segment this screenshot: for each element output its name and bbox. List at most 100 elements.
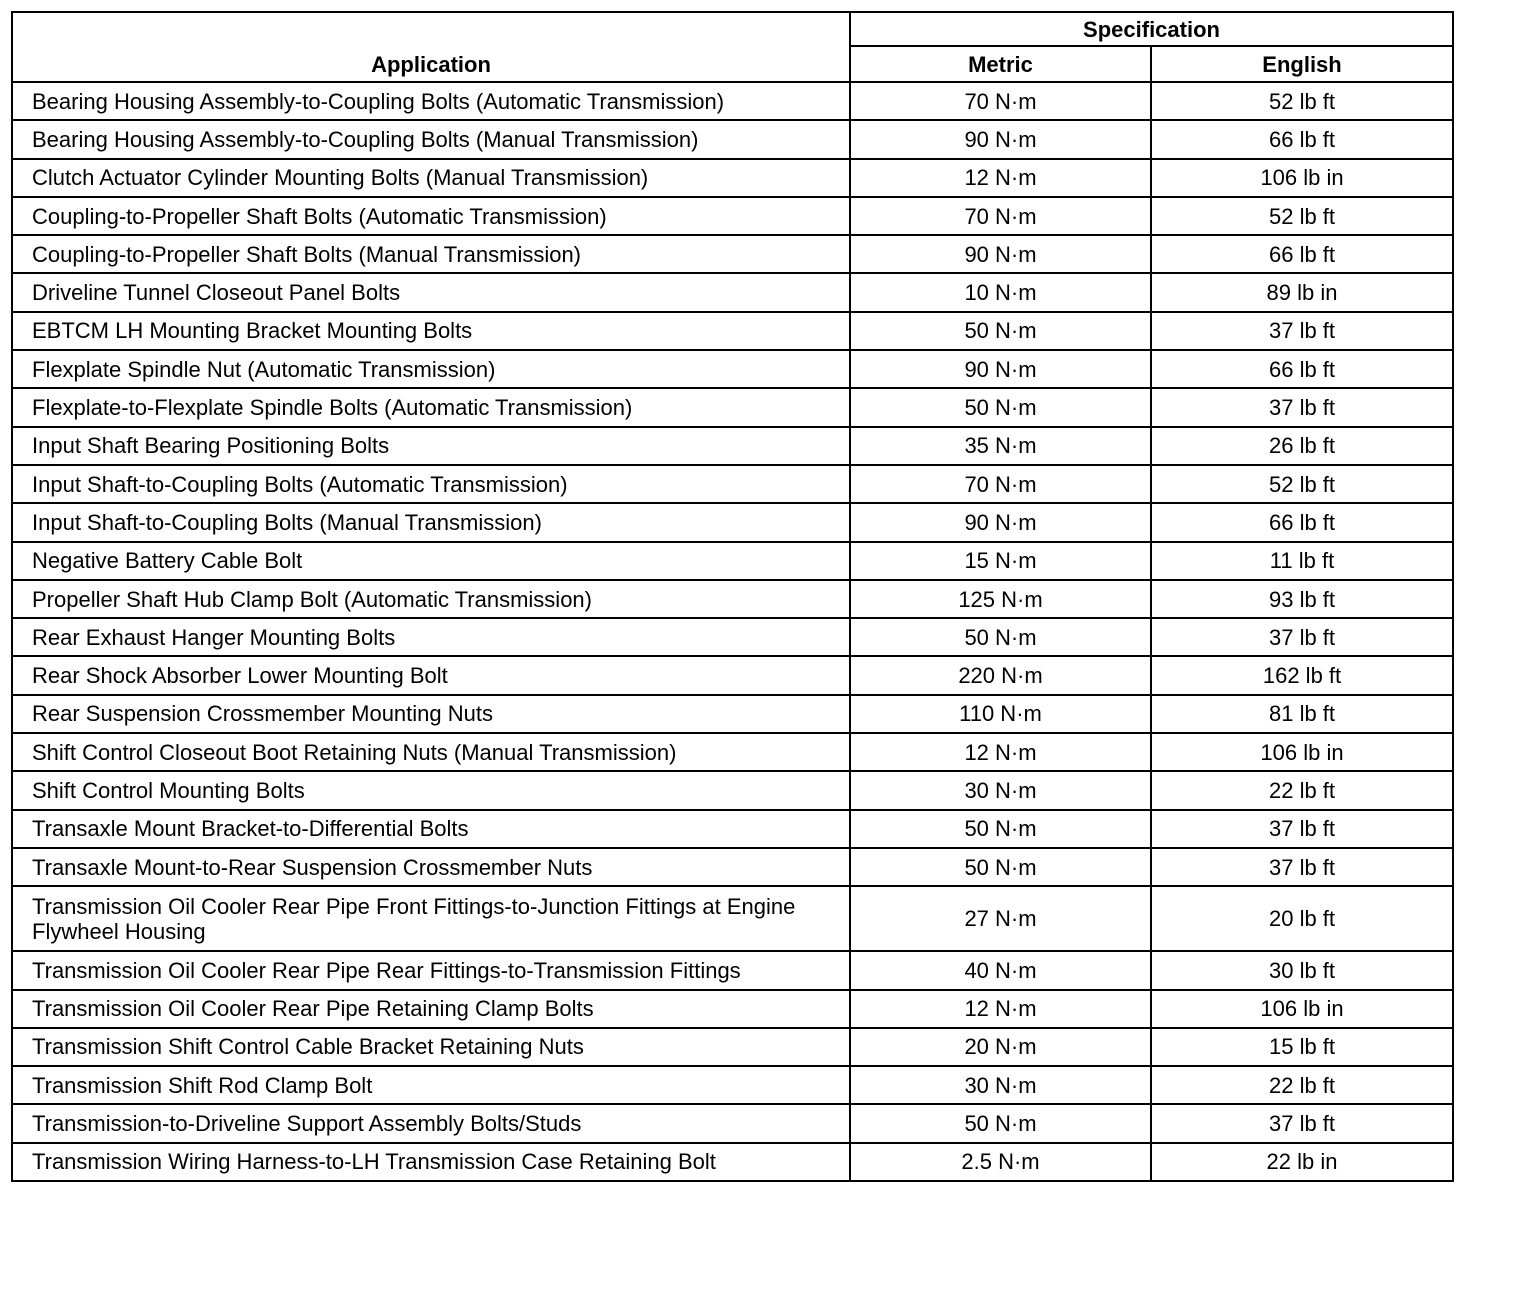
table-row: Input Shaft-to-Coupling Bolts (Manual Tr… [11, 502, 1455, 543]
table-row: Flexplate-to-Flexplate Spindle Bolts (Au… [11, 387, 1455, 428]
header-metric: Metric [849, 45, 1152, 83]
metric-cell: 70 N·m [849, 195, 1152, 237]
table-row: Shift Control Closeout Boot Retaining Nu… [11, 732, 1455, 773]
metric-cell: 90 N·m [849, 119, 1152, 160]
metric-cell: 50 N·m [849, 387, 1152, 428]
english-cell: 66 lb ft [1149, 234, 1455, 275]
application-cell: Flexplate Spindle Nut (Automatic Transmi… [11, 349, 851, 390]
table-row: Input Shaft Bearing Positioning Bolts 35 … [11, 425, 1455, 466]
english-cell: 106 lb in [1149, 732, 1455, 773]
table-row: Shift Control Mounting Bolts 30 N·m 22 lb … [11, 770, 1455, 811]
table-row: Input Shaft-to-Coupling Bolts (Automatic… [11, 463, 1455, 505]
english-cell: 37 lb ft [1149, 808, 1455, 849]
application-cell: Driveline Tunnel Closeout Panel Bolts [11, 272, 851, 313]
english-cell: 37 lb ft [1149, 387, 1455, 428]
metric-cell: 12 N·m [849, 988, 1152, 1029]
application-cell: Transmission-to-Driveline Support Assemb… [11, 1103, 851, 1144]
table-row: Transmission Oil Cooler Rear Pipe Front … [11, 885, 1455, 953]
application-cell: Clutch Actuator Cylinder Mounting Bolts … [11, 157, 851, 198]
application-cell: Input Shaft-to-Coupling Bolts (Manual Tr… [11, 502, 851, 543]
english-cell: 106 lb in [1149, 157, 1455, 198]
table-row: Coupling-to-Propeller Shaft Bolts (Manua… [11, 234, 1455, 275]
english-cell: 26 lb ft [1149, 425, 1455, 466]
application-cell: Rear Exhaust Hanger Mounting Bolts [11, 617, 851, 658]
english-cell: 22 lb in [1149, 1141, 1455, 1183]
table-row: Clutch Actuator Cylinder Mounting Bolts … [11, 157, 1455, 198]
table-row: Driveline Tunnel Closeout Panel Bolts 10 … [11, 272, 1455, 313]
metric-cell: 20 N·m [849, 1026, 1152, 1068]
english-cell: 162 lb ft [1149, 655, 1455, 696]
english-cell: 106 lb in [1149, 988, 1455, 1029]
table-row: Bearing Housing Assembly-to-Coupling Bol… [11, 80, 1455, 122]
english-cell: 37 lb ft [1149, 1103, 1455, 1144]
metric-cell: 90 N·m [849, 349, 1152, 390]
english-cell: 22 lb ft [1149, 1065, 1455, 1106]
table-row: Rear Suspension Crossmember Mounting Nut… [11, 693, 1455, 735]
header-english: English [1149, 45, 1455, 83]
table-row: EBTCM LH Mounting Bracket Mounting Bolts… [11, 310, 1455, 352]
metric-cell: 50 N·m [849, 617, 1152, 658]
application-cell: Transmission Oil Cooler Rear Pipe Retain… [11, 988, 851, 1029]
metric-cell: 50 N·m [849, 1103, 1152, 1144]
torque-specification-table: Application Specification Metric English… [11, 11, 1455, 1183]
metric-cell: 2.5 N·m [849, 1141, 1152, 1183]
application-cell: Negative Battery Cable Bolt [11, 540, 851, 581]
application-cell: Transaxle Mount Bracket-to-Differential … [11, 808, 851, 849]
table-row: Transmission Oil Cooler Rear Pipe Rear F… [11, 950, 1455, 991]
table-body: Bearing Housing Assembly-to-Coupling Bol… [11, 80, 1455, 1183]
metric-cell: 125 N·m [849, 578, 1152, 620]
metric-cell: 12 N·m [849, 157, 1152, 198]
english-cell: 52 lb ft [1149, 463, 1455, 505]
application-cell: Bearing Housing Assembly-to-Coupling Bol… [11, 80, 851, 122]
english-cell: 66 lb ft [1149, 502, 1455, 543]
english-cell: 37 lb ft [1149, 846, 1455, 888]
application-cell: Flexplate-to-Flexplate Spindle Bolts (Au… [11, 387, 851, 428]
english-cell: 15 lb ft [1149, 1026, 1455, 1068]
table-row: Transaxle Mount Bracket-to-Differential … [11, 808, 1455, 849]
metric-cell: 15 N·m [849, 540, 1152, 581]
application-cell: Rear Shock Absorber Lower Mounting Bolt [11, 655, 851, 696]
english-cell: 66 lb ft [1149, 119, 1455, 160]
metric-cell: 110 N·m [849, 693, 1152, 735]
metric-cell: 35 N·m [849, 425, 1152, 466]
english-cell: 66 lb ft [1149, 349, 1455, 390]
application-cell: Transmission Shift Control Cable Bracket… [11, 1026, 851, 1068]
table-row: Flexplate Spindle Nut (Automatic Transmi… [11, 349, 1455, 390]
application-cell: Transmission Shift Rod Clamp Bolt [11, 1065, 851, 1106]
metric-cell: 50 N·m [849, 808, 1152, 849]
application-cell: Transaxle Mount-to-Rear Suspension Cross… [11, 846, 851, 888]
table-row: Bearing Housing Assembly-to-Coupling Bol… [11, 119, 1455, 160]
metric-cell: 10 N·m [849, 272, 1152, 313]
table-row: Rear Exhaust Hanger Mounting Bolts 50 N·m… [11, 617, 1455, 658]
application-cell: EBTCM LH Mounting Bracket Mounting Bolts [11, 310, 851, 352]
table-row: Propeller Shaft Hub Clamp Bolt (Automati… [11, 578, 1455, 620]
application-cell: Propeller Shaft Hub Clamp Bolt (Automati… [11, 578, 851, 620]
metric-cell: 50 N·m [849, 310, 1152, 352]
english-cell: 52 lb ft [1149, 195, 1455, 237]
english-cell: 89 lb in [1149, 272, 1455, 313]
table-row: Rear Shock Absorber Lower Mounting Bolt 2… [11, 655, 1455, 696]
metric-cell: 90 N·m [849, 234, 1152, 275]
table-row: Coupling-to-Propeller Shaft Bolts (Autom… [11, 195, 1455, 237]
application-cell: Transmission Oil Cooler Rear Pipe Front … [11, 885, 851, 953]
header-application: Application [11, 11, 851, 83]
table-row: Transmission Wiring Harness-to-LH Transm… [11, 1141, 1455, 1183]
table-row: Negative Battery Cable Bolt 15 N·m 11 lb f… [11, 540, 1455, 581]
application-cell: Shift Control Closeout Boot Retaining Nu… [11, 732, 851, 773]
english-cell: 93 lb ft [1149, 578, 1455, 620]
application-cell: Transmission Oil Cooler Rear Pipe Rear F… [11, 950, 851, 991]
english-cell: 37 lb ft [1149, 617, 1455, 658]
metric-cell: 30 N·m [849, 770, 1152, 811]
table-row: Transmission Shift Control Cable Bracket… [11, 1026, 1455, 1068]
english-cell: 81 lb ft [1149, 693, 1455, 735]
table-row: Transmission Oil Cooler Rear Pipe Retain… [11, 988, 1455, 1029]
application-cell: Coupling-to-Propeller Shaft Bolts (Manua… [11, 234, 851, 275]
english-cell: 22 lb ft [1149, 770, 1455, 811]
table-row: Transmission-to-Driveline Support Assemb… [11, 1103, 1455, 1144]
application-cell: Rear Suspension Crossmember Mounting Nut… [11, 693, 851, 735]
english-cell: 11 lb ft [1149, 540, 1455, 581]
metric-cell: 30 N·m [849, 1065, 1152, 1106]
metric-cell: 12 N·m [849, 732, 1152, 773]
metric-cell: 27 N·m [849, 885, 1152, 953]
metric-cell: 70 N·m [849, 463, 1152, 505]
